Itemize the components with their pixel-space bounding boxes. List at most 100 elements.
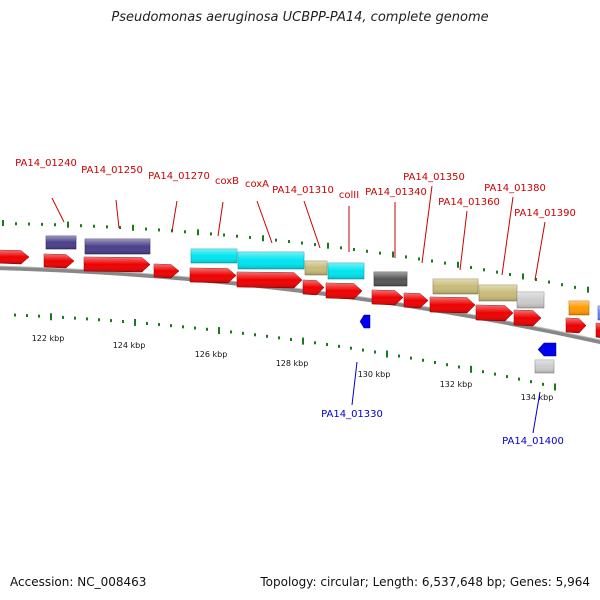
tick-mark-upper bbox=[561, 283, 563, 287]
gene-label-PA14_01250[interactable]: PA14_01250 bbox=[81, 165, 143, 176]
tick-mark-lower bbox=[134, 318, 136, 326]
leader-line-top bbox=[256, 200, 273, 244]
tick-mark-lower bbox=[182, 325, 184, 329]
tick-mark-upper bbox=[340, 246, 342, 250]
tick-mark-lower bbox=[98, 318, 100, 322]
accession-text: Accession: NC_008463 bbox=[10, 575, 147, 589]
tick-mark-upper bbox=[366, 249, 368, 253]
tick-mark-upper bbox=[522, 273, 524, 280]
gene-label-coxB[interactable]: coxB bbox=[215, 176, 239, 187]
gene-label-PA14_01390[interactable]: PA14_01390 bbox=[514, 208, 576, 219]
gene-arrow-shade bbox=[566, 318, 586, 333]
gene-label-PA14_01270[interactable]: PA14_01270 bbox=[148, 171, 210, 182]
tick-mark-lower bbox=[374, 350, 376, 354]
gene-arrow-shade bbox=[0, 250, 29, 264]
tick-mark-upper bbox=[197, 229, 199, 236]
gene-label-PA14_01360[interactable]: PA14_01360 bbox=[438, 197, 500, 208]
gene-label-PA14_01380[interactable]: PA14_01380 bbox=[484, 183, 546, 194]
scale-label-122: 122 kbp bbox=[32, 334, 65, 343]
gene-label-PA14_01350[interactable]: PA14_01350 bbox=[403, 172, 465, 183]
scale-label-124: 124 kbp bbox=[113, 341, 146, 350]
gene-label-PA14_01310[interactable]: PA14_01310 bbox=[272, 185, 334, 196]
leader-line-top bbox=[459, 210, 468, 271]
scale-label-130: 130 kbp bbox=[358, 370, 391, 379]
gene-label-coxA[interactable]: coxA bbox=[245, 179, 269, 190]
gene-arrow-shade bbox=[237, 272, 302, 288]
gene-box-lightgray-shade bbox=[517, 292, 544, 308]
leader-line-top bbox=[501, 196, 514, 276]
scale-label-132: 132 kbp bbox=[440, 380, 473, 389]
tick-mark-lower bbox=[422, 358, 424, 362]
tick-mark-lower bbox=[302, 337, 304, 345]
gene-arrow-shade bbox=[372, 290, 403, 305]
leader-line-top bbox=[421, 185, 433, 264]
tick-mark-lower bbox=[146, 321, 148, 325]
tick-mark-upper bbox=[67, 221, 69, 228]
tick-mark-upper bbox=[93, 224, 95, 228]
tick-mark-lower bbox=[74, 316, 76, 320]
tick-mark-upper bbox=[288, 240, 290, 244]
tick-mark-upper bbox=[54, 223, 56, 227]
tick-mark-lower bbox=[110, 319, 112, 323]
gene-label-PA14_01330[interactable]: PA14_01330 bbox=[321, 409, 383, 420]
tick-mark-upper bbox=[535, 277, 537, 281]
tick-mark-upper bbox=[457, 261, 459, 268]
tick-mark-lower bbox=[38, 314, 40, 318]
gene-box-gray-shade bbox=[374, 272, 407, 286]
tick-mark-upper bbox=[327, 242, 329, 249]
gene-label-PA14_01340[interactable]: PA14_01340 bbox=[365, 187, 427, 198]
leader-line-bottom bbox=[351, 361, 358, 406]
tick-mark-upper bbox=[41, 222, 43, 226]
tick-mark-upper bbox=[470, 265, 472, 269]
tick-mark-upper bbox=[444, 261, 446, 265]
tick-mark-upper bbox=[548, 280, 550, 284]
tick-mark-upper bbox=[262, 235, 264, 242]
tick-mark-upper bbox=[132, 224, 134, 231]
tick-mark-lower bbox=[326, 343, 328, 347]
gene-arrow-shade bbox=[430, 297, 475, 313]
tick-mark-upper bbox=[275, 238, 277, 242]
leader-line-top bbox=[115, 199, 120, 229]
tick-mark-upper bbox=[223, 233, 225, 237]
gene-box-blue-shade bbox=[598, 306, 600, 320]
leader-line-top bbox=[51, 197, 65, 223]
tick-mark-upper bbox=[28, 222, 30, 226]
tick-mark-upper bbox=[405, 255, 407, 259]
gene-box-olive-shade bbox=[305, 261, 327, 275]
gene-box-cyan-shade bbox=[328, 263, 364, 279]
gene-label-colII[interactable]: colII bbox=[339, 190, 359, 201]
tick-mark-lower bbox=[458, 365, 460, 369]
tick-mark-lower bbox=[446, 363, 448, 367]
gene-arrow-shade bbox=[190, 268, 236, 283]
gene-label-PA14_01240[interactable]: PA14_01240 bbox=[15, 158, 77, 169]
tick-mark-lower bbox=[434, 360, 436, 364]
gene-arrow-complement bbox=[537, 342, 557, 357]
tick-mark-lower bbox=[554, 383, 556, 391]
leader-line-bottom bbox=[532, 391, 541, 434]
backbone-layer bbox=[0, 265, 600, 344]
leader-line-top bbox=[303, 200, 321, 249]
gene-box-purple-shade bbox=[46, 236, 76, 249]
tick-mark-lower bbox=[50, 313, 52, 321]
tick-mark-upper bbox=[2, 220, 4, 227]
gene-label-PA14_01400[interactable]: PA14_01400 bbox=[502, 436, 564, 447]
gene-box-cyan-shade bbox=[191, 249, 237, 263]
gene-arrow-shade bbox=[154, 264, 179, 278]
tick-mark-lower bbox=[506, 375, 508, 379]
topology-text: Topology: circular; Length: 6,537,648 bp… bbox=[260, 575, 590, 589]
gene-arrow-shade bbox=[514, 310, 541, 326]
leader-line-top bbox=[171, 200, 178, 232]
tick-mark-lower bbox=[518, 377, 520, 381]
tick-mark-lower bbox=[386, 350, 388, 358]
tick-mark-upper bbox=[483, 268, 485, 272]
tick-mark-upper bbox=[418, 257, 420, 261]
tick-mark-upper bbox=[158, 228, 160, 232]
tick-mark-upper bbox=[145, 227, 147, 231]
tick-mark-lower bbox=[158, 323, 160, 327]
tick-mark-lower bbox=[170, 324, 172, 328]
tick-mark-lower bbox=[350, 346, 352, 350]
tick-mark-lower bbox=[530, 380, 532, 384]
tick-mark-upper bbox=[314, 243, 316, 247]
